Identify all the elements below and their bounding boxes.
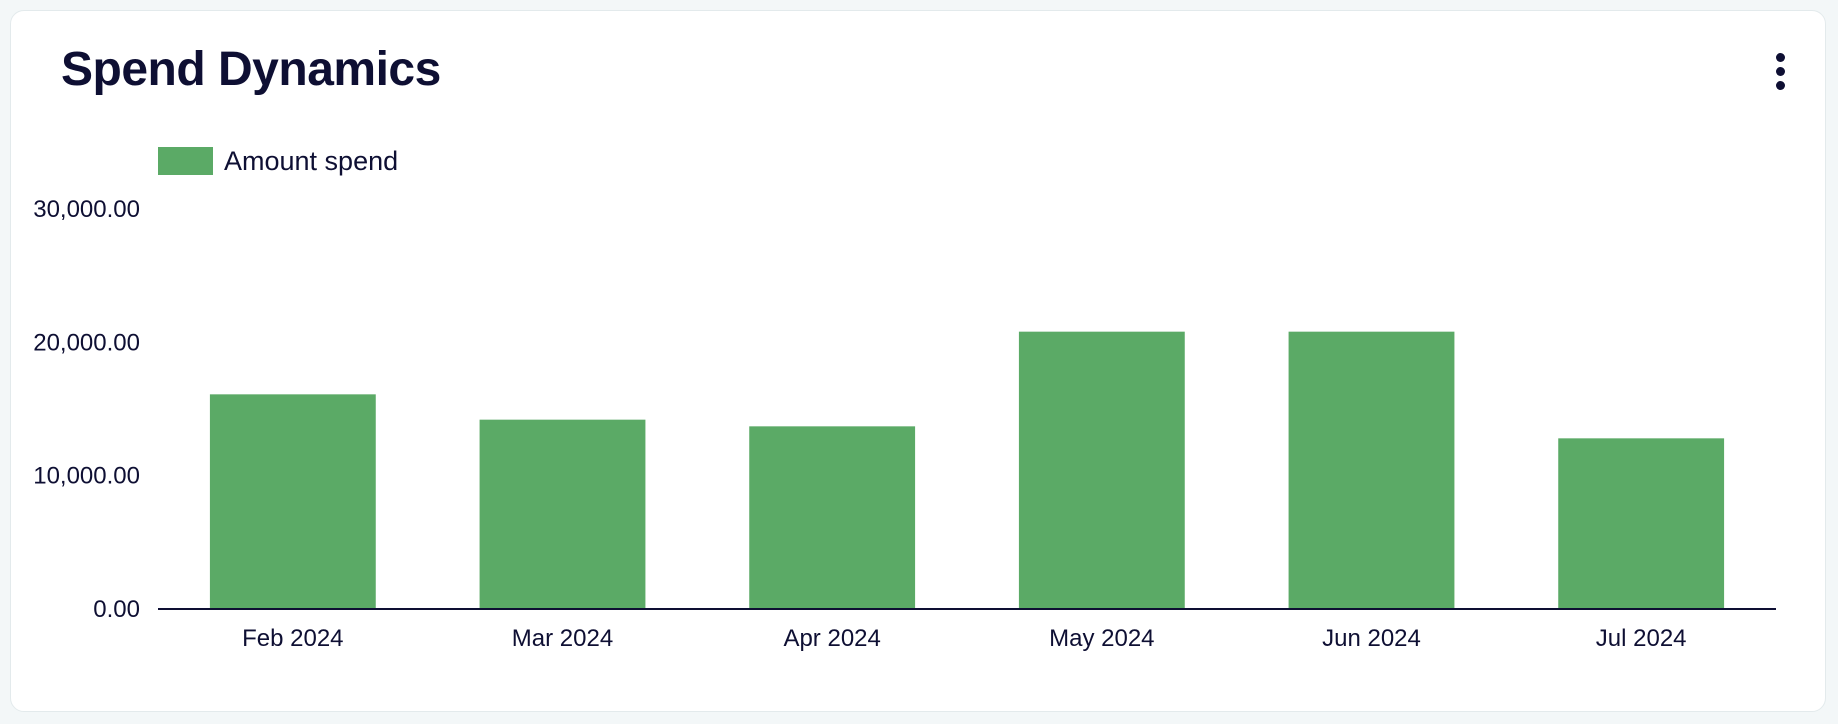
y-tick-label: 20,000.00: [33, 329, 140, 356]
x-tick-label: Mar 2024: [512, 625, 613, 652]
x-tick-label: Apr 2024: [783, 625, 880, 652]
more-options-button[interactable]: [1761, 47, 1801, 95]
bar: [1288, 331, 1455, 609]
y-tick-label: 0.00: [93, 596, 140, 623]
x-tick-label: Feb 2024: [242, 625, 343, 652]
y-tick-label: 30,000.00: [33, 196, 140, 223]
y-tick-label: 10,000.00: [33, 463, 140, 490]
more-vertical-icon: [1776, 53, 1785, 62]
legend-swatch: [158, 147, 213, 175]
chart-title: Spend Dynamics: [61, 43, 441, 96]
bar: [209, 394, 376, 609]
more-vertical-icon-dot-3: [1776, 81, 1785, 90]
bar: [1558, 438, 1725, 609]
x-tick-label: Jun 2024: [1322, 625, 1421, 652]
bar: [1018, 331, 1185, 609]
legend-label: Amount spend: [224, 146, 398, 176]
x-tick-label: May 2024: [1049, 625, 1154, 652]
more-vertical-icon-dot-2: [1776, 67, 1785, 76]
x-tick-label: Jul 2024: [1596, 625, 1687, 652]
bar: [479, 419, 646, 609]
bar: [749, 426, 916, 609]
